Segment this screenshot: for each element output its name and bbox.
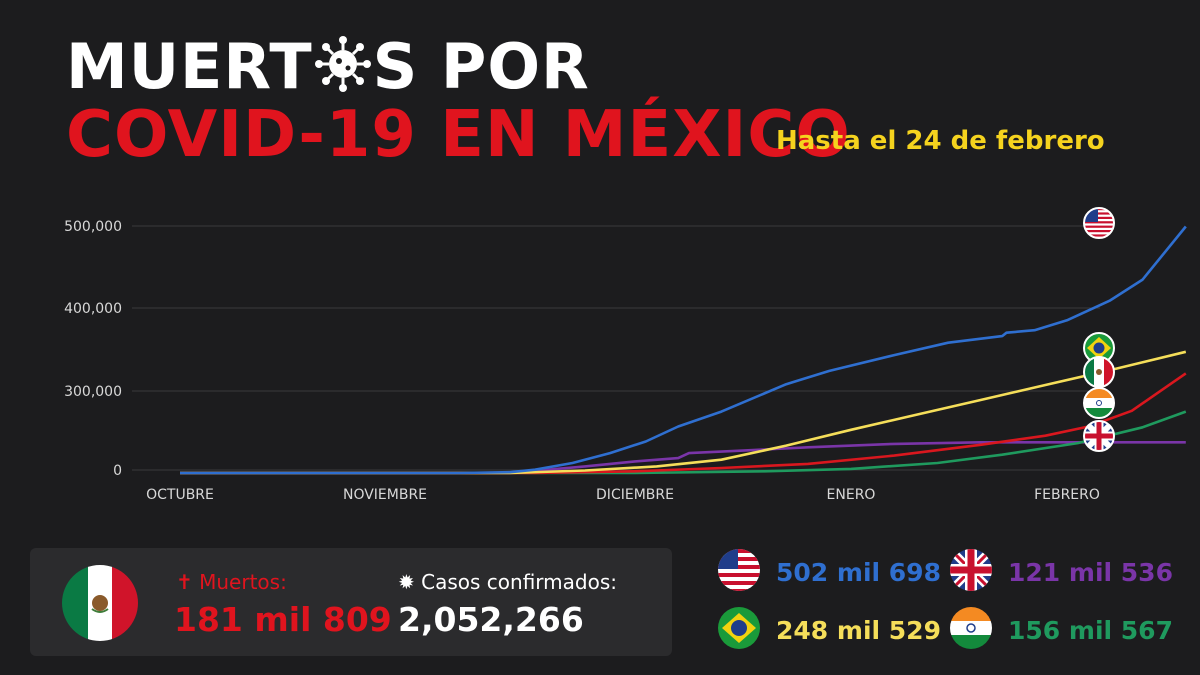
title-part-2: S POR <box>372 30 590 103</box>
deaths-label: ✝ Muertos: <box>176 570 287 594</box>
deaths-line-chart: 500,000 400,000 300,000 0 OCTUBRE NOVIEMBRE DI… <box>64 207 1187 503</box>
title-part-1: MUERT <box>66 30 313 103</box>
india-flag-icon <box>1083 387 1115 419</box>
title-line-2: COVID-19 EN MÉXICO <box>66 98 851 172</box>
mexico-flag-icon <box>62 565 138 645</box>
legend-item-usa: 502 mil 698 <box>718 549 941 595</box>
legend-value-uk: 121 mil 536 <box>1008 557 1173 587</box>
x-tick-label: FEBRERO <box>1034 487 1100 503</box>
legend-value-india: 156 mil 567 <box>1008 615 1173 645</box>
series-line-usa <box>180 225 1187 475</box>
uk-flag-icon <box>1083 420 1115 452</box>
legend-value-usa: 502 mil 698 <box>776 557 941 587</box>
subtitle: Hasta el 24 de febrero <box>776 126 1105 156</box>
uk-flag-icon <box>950 549 992 595</box>
cases-value: 2,052,266 <box>398 600 584 639</box>
y-tick-label: 0 <box>113 463 122 479</box>
cross-icon: ✝ <box>176 570 193 594</box>
series-line-india <box>180 410 1187 475</box>
y-tick-label: 500,000 <box>64 219 122 235</box>
x-tick-label: ENERO <box>827 487 876 503</box>
usa-flag-icon <box>718 549 760 595</box>
usa-flag-icon <box>1083 207 1115 239</box>
mexico-summary-panel: ✝ Muertos: 181 mil 809 ✹ Casos confirmad… <box>30 548 672 656</box>
virus-icon <box>314 34 371 107</box>
legend-item-brazil: 248 mil 529 <box>718 607 941 653</box>
legend-item-india: 156 mil 567 <box>950 607 1173 653</box>
x-tick-label: OCTUBRE <box>146 487 214 503</box>
y-tick-label: 400,000 <box>64 301 122 317</box>
india-flag-icon <box>950 607 992 653</box>
cases-label: ✹ Casos confirmados: <box>398 570 617 594</box>
legend-value-brazil: 248 mil 529 <box>776 615 941 645</box>
y-tick-label: 300,000 <box>64 384 122 400</box>
x-tick-label: DICIEMBRE <box>596 487 674 503</box>
deaths-label-text: Muertos: <box>199 570 287 594</box>
cases-label-text: Casos confirmados: <box>421 570 617 594</box>
brazil-flag-icon <box>718 607 760 653</box>
deaths-value: 181 mil 809 <box>174 600 392 639</box>
mexico-flag-icon <box>1083 356 1115 388</box>
virus-icon: ✹ <box>398 570 415 594</box>
legend-item-uk: 121 mil 536 <box>950 549 1173 595</box>
title-line-1: MUERT S POR <box>66 30 590 107</box>
x-tick-label: NOVIEMBRE <box>343 487 427 503</box>
series-line-brasil <box>180 350 1187 475</box>
